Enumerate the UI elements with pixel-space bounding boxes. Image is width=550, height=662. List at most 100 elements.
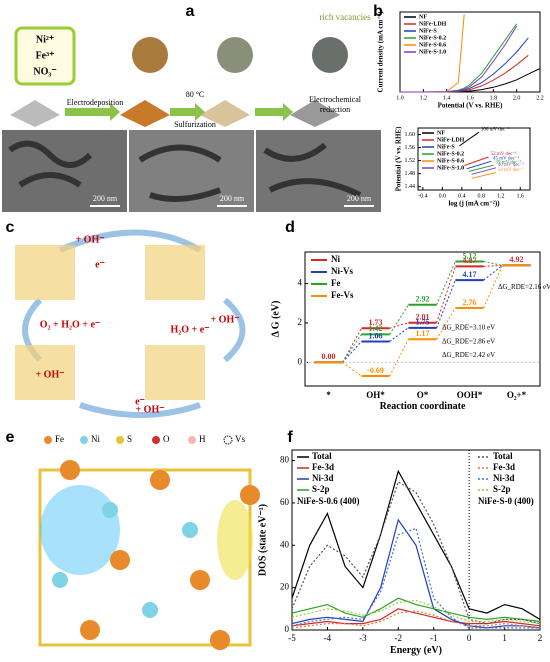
step-label: 80 °C [186,90,205,99]
legend-label: S-2p [493,484,511,494]
x-tick-label: OOH* [457,390,483,400]
chart: Δ G (eV) [270,251,541,387]
connector [436,266,456,323]
connector [483,265,503,281]
legend-label: Fe [331,278,341,288]
data-label: 1.75 [416,318,430,327]
x-tick-label: 2 [538,633,543,643]
species: + OH⁻ [135,404,164,415]
slope-label: 52 mV dec⁻¹ [491,151,517,157]
connector [342,341,362,363]
data-label: 4.87 [463,256,477,265]
y-tick-label: 2 [298,317,303,327]
connector [483,260,503,266]
x-tick-label: 1.2 [420,95,428,101]
scale-label: 200 nm [220,194,245,203]
x-axis-label: Energy (eV) [390,645,442,656]
x-tick-label: -1 [430,633,438,643]
group-label: NiFe-S-0 (400) [478,496,534,506]
connector [389,322,409,329]
legend-label: Ni [91,434,100,444]
y-tick-label: 1.52 [405,158,416,164]
annotation: ΔG_RDE=2.86 eV [442,337,495,345]
chart: Current density (mA cm⁻²) [376,11,541,93]
species: + OH⁻ [210,314,239,325]
data-label: 0.00 [322,352,336,361]
legend-label: NiFe-S [419,28,437,34]
data-label: 5.12 [463,251,477,260]
series-line [291,527,540,629]
data-label: 1.06 [369,331,383,340]
series-line [464,156,489,166]
y-tick-label: 1.48 [405,171,416,177]
crystal-structure [38,460,260,650]
x-axis-label: log (j (mA cm⁻²)) [448,199,500,207]
legend-label: NiFe-S-0.2 [419,35,446,41]
connector [436,261,456,306]
data-label: 1.73 [369,318,383,327]
legend-label: NiFe-S-0.2 [437,151,464,157]
x-tick-label: 1.8 [490,95,498,101]
y-tick-label: 1.60 [405,132,416,138]
series-line [291,608,541,627]
legend-label: Ni [331,254,340,264]
sem-images [2,130,381,212]
series-line [400,25,518,93]
species: O₂ + H₂O + e⁻ [40,319,100,330]
legend-label: NF [437,130,445,136]
legend-label: NF [419,14,427,20]
chart: DOS (state eV⁻¹) [257,449,541,631]
x-tick-label: 0 [467,633,472,643]
frameworks [10,37,348,127]
x-tick-label: 1.0 [396,95,404,101]
panel-letter: e [6,429,15,446]
legend-label: NiFe-S-0.6 [437,158,464,164]
data-label: 4.17 [463,270,477,279]
legend-dot [80,436,88,444]
legend-label: Ni-3d [312,473,334,483]
x-tick-label: O* [417,390,429,400]
step-label: Electrochemical [309,95,362,104]
data-label: 1.42 [369,324,383,333]
x-tick-label: 1.6 [517,193,525,199]
x-axis-label: Reaction coordinate [380,401,466,412]
data-label: 2.76 [463,298,477,307]
y-axis-label: Current density (mA cm⁻²) [376,11,384,93]
legend-dot [223,435,233,445]
x-tick-label: 1.6 [466,95,474,101]
connector [389,304,409,335]
connector [342,334,362,363]
legend-label: H [199,434,206,444]
ion-box [14,26,76,86]
series-line [291,597,541,623]
legend-label: S [127,434,132,444]
legend-dot [152,436,160,444]
series-line [291,518,541,629]
series-line [291,469,541,620]
slope-label: 40 mV dec⁻¹ [498,162,524,168]
x-tick-label: 0.0 [439,193,447,199]
legend-label: NiFe-S-1.0 [419,49,446,55]
annotation: ΔG_RDE=3.10 eV [442,323,495,331]
x-tick-label: -5 [288,633,296,643]
series-line [291,480,541,625]
series-line [291,599,541,625]
legend-label: Fe-3d [493,462,515,472]
plot-frame [304,251,541,387]
y-tick-label: 1.56 [405,145,416,151]
x-tick-label: -2 [395,633,403,643]
slope-label: 34 mV dec⁻¹ [498,167,524,173]
legend-label: Ni-Vs [331,266,353,276]
connector [436,279,456,329]
y-axis-label: Δ G (eV) [270,301,281,338]
x-tick-label: OH* [366,390,385,400]
scale-label: 200 nm [93,194,118,203]
legend-label: Total [312,451,332,461]
connector [342,328,362,363]
legend-dot [116,436,124,444]
catalytic-cycle [15,229,246,418]
chart: Potential (V vs. RHE) [394,126,531,191]
slope-label: 45 mV dec⁻¹ [493,155,519,161]
connector [483,264,503,267]
species: + OH⁻ [35,369,64,380]
